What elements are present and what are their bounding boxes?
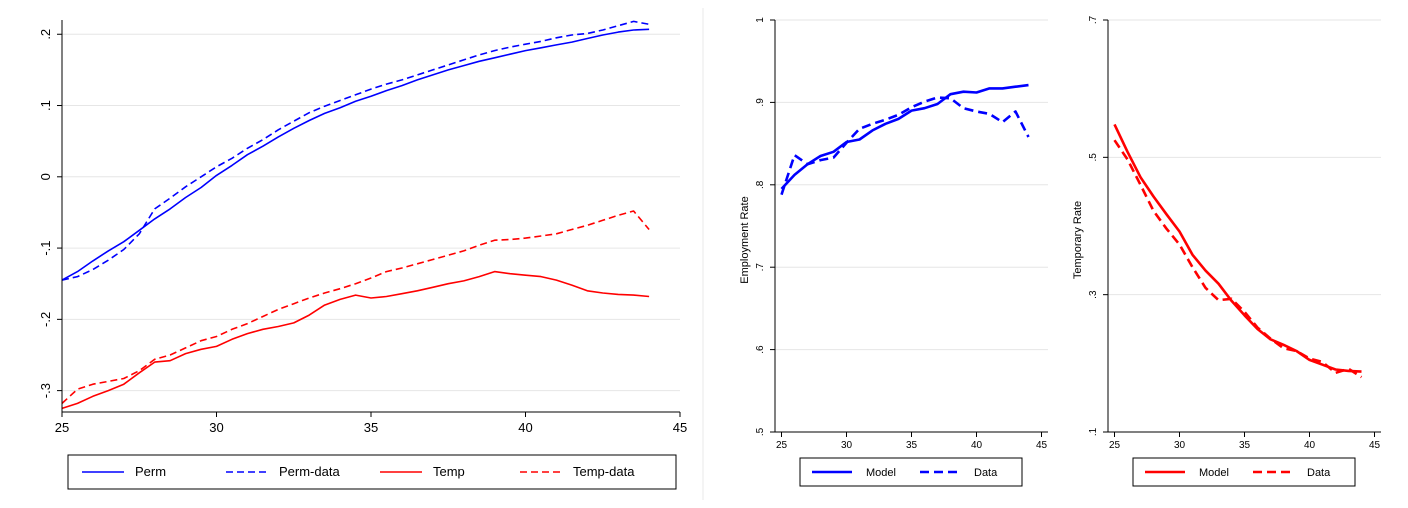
series-line-model xyxy=(780,83,1029,190)
right-axes: .1 .3 .5 .7 25 30 35 40 45 xyxy=(1088,15,1381,451)
y-tick-label: .3 xyxy=(1088,290,1099,299)
x-tick-label: 45 xyxy=(673,420,687,435)
middle-axes: .5 .6 .7 .8 .9 1 25 30 35 40 45 xyxy=(755,17,1048,451)
y-tick-label: -.2 xyxy=(38,312,53,327)
y-tick-label: .6 xyxy=(755,345,766,354)
legend-label: Model xyxy=(866,467,896,479)
y-tick-label: .7 xyxy=(755,263,766,272)
left-gridlines xyxy=(62,33,680,392)
left-series-group xyxy=(61,20,650,410)
x-tick-label: 35 xyxy=(906,440,918,451)
legend-label: Data xyxy=(974,467,998,479)
y-tick-label: .7 xyxy=(1088,15,1099,24)
right-legend: Model Data xyxy=(1132,457,1356,487)
left-legend: Perm Perm-data Temp Temp-data xyxy=(67,454,677,490)
y-tick-label: 0 xyxy=(38,173,53,180)
x-tick-label: 35 xyxy=(1239,440,1251,451)
x-tick-label: 45 xyxy=(1369,440,1381,451)
x-tick-label: 40 xyxy=(971,440,983,451)
right-series-group xyxy=(1113,123,1363,379)
series-line-perm-data xyxy=(61,20,650,281)
y-tick-label: -.1 xyxy=(38,240,53,255)
chart-panel-middle: .5 .6 .7 .8 .9 1 25 30 35 40 45 Employment Rate Mo… xyxy=(739,17,1048,487)
y-tick-label: .8 xyxy=(755,180,766,189)
series-line-data xyxy=(1113,139,1363,379)
legend-label: Data xyxy=(1307,467,1331,479)
series-line-temp-data xyxy=(61,210,650,404)
x-tick-label: 30 xyxy=(841,440,853,451)
y-tick-label: .1 xyxy=(38,100,53,111)
y-tick-label: .9 xyxy=(755,98,766,107)
y-tick-label: .1 xyxy=(1088,427,1099,436)
y-tick-label: 1 xyxy=(755,17,766,23)
legend-label: Temp xyxy=(433,464,465,479)
series-line-perm xyxy=(61,28,650,281)
middle-gridlines xyxy=(775,19,1048,433)
legend-label: Perm xyxy=(135,464,166,479)
series-line-temp xyxy=(61,270,650,410)
middle-series-group xyxy=(780,83,1030,196)
y-tick-label: .5 xyxy=(755,427,766,436)
middle-y-axis-title: Employment Rate xyxy=(739,196,751,283)
y-tick-label: -.3 xyxy=(38,383,53,398)
x-tick-label: 25 xyxy=(1109,440,1121,451)
y-tick-label: .2 xyxy=(38,29,53,40)
x-tick-label: 35 xyxy=(364,420,378,435)
chart-panel-left: -.3 -.2 -.1 0 .1 .2 25 30 35 40 45 Perm Perm-data Te… xyxy=(38,8,704,500)
legend-label: Model xyxy=(1199,467,1229,479)
x-tick-label: 25 xyxy=(55,420,69,435)
legend-box xyxy=(67,454,677,490)
x-tick-label: 30 xyxy=(1174,440,1186,451)
x-tick-label: 30 xyxy=(209,420,223,435)
middle-legend: Model Data xyxy=(799,457,1023,487)
chart-panel-right: .1 .3 .5 .7 25 30 35 40 45 Temporary Rate Model D… xyxy=(1072,15,1381,487)
y-tick-label: .5 xyxy=(1088,153,1099,162)
right-y-axis-title: Temporary Rate xyxy=(1072,201,1084,279)
x-tick-label: 45 xyxy=(1036,440,1048,451)
legend-label: Perm-data xyxy=(279,464,340,479)
left-axes: -.3 -.2 -.1 0 .1 .2 25 30 35 40 45 xyxy=(38,20,687,435)
x-tick-label: 25 xyxy=(776,440,788,451)
x-tick-label: 40 xyxy=(1304,440,1316,451)
legend-label: Temp-data xyxy=(573,464,635,479)
series-line-data xyxy=(780,96,1030,196)
x-tick-label: 40 xyxy=(518,420,532,435)
series-line-model xyxy=(1113,123,1362,373)
